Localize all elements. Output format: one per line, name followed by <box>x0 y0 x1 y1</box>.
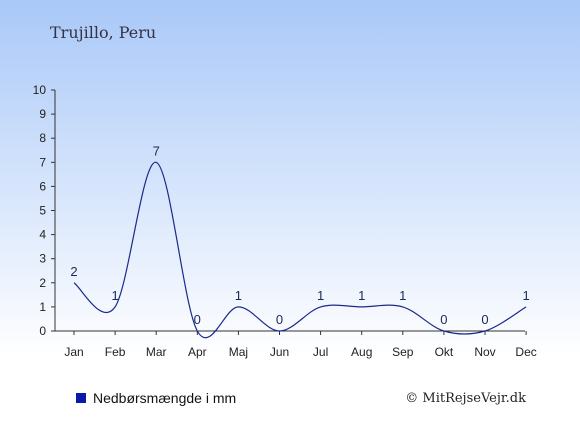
data-label: 1 <box>235 288 242 303</box>
x-tick-label: Jan <box>64 345 83 359</box>
y-tick-label: 2 <box>39 276 46 290</box>
y-axis-ticks: 0 1 2 3 4 5 6 7 8 9 10 <box>33 83 55 338</box>
x-tick-label: Mar <box>146 345 167 359</box>
legend: Nedbørsmængde i mm <box>76 390 236 406</box>
data-label: 1 <box>522 288 529 303</box>
x-tick-label: Okt <box>435 345 454 359</box>
y-tick-label: 1 <box>39 300 46 314</box>
x-tick-label: Jun <box>270 345 289 359</box>
y-tick-label: 3 <box>39 252 46 266</box>
y-tick-label: 0 <box>39 324 46 338</box>
y-tick-label: 7 <box>39 155 46 169</box>
x-tick-label: Jul <box>313 345 328 359</box>
x-tick-label: Sep <box>392 345 414 359</box>
data-label: 0 <box>276 312 283 327</box>
data-label: 1 <box>317 288 324 303</box>
data-label: 0 <box>194 312 201 327</box>
data-label: 1 <box>358 288 365 303</box>
data-label: 0 <box>481 312 488 327</box>
data-label: 0 <box>440 312 447 327</box>
precipitation-line <box>73 161 527 339</box>
x-tick-label: Aug <box>351 345 372 359</box>
legend-swatch <box>76 393 86 403</box>
data-label: 7 <box>153 143 160 158</box>
x-tick-label: Feb <box>105 345 126 359</box>
x-axis-ticks: Jan Feb Mar Apr Maj Jun Jul Aug Sep Okt Nov Dec <box>64 331 537 359</box>
credit-text: © MitRejseVejr.dk <box>405 391 526 406</box>
x-tick-label: Dec <box>515 345 536 359</box>
y-tick-label: 9 <box>39 107 46 121</box>
x-tick-label: Maj <box>229 345 248 359</box>
data-label: 1 <box>111 288 118 303</box>
y-tick-label: 5 <box>39 204 46 218</box>
legend-label: Nedbørsmængde i mm <box>93 390 236 406</box>
data-label: 1 <box>399 288 406 303</box>
x-tick-label: Nov <box>474 345 495 359</box>
y-tick-label: 10 <box>33 83 47 97</box>
data-labels: 2 1 7 0 1 0 1 1 1 0 0 1 <box>70 143 529 327</box>
chart-title: Trujillo, Peru <box>50 23 156 42</box>
x-tick-label: Apr <box>188 345 207 359</box>
y-tick-label: 4 <box>39 228 46 242</box>
y-tick-label: 6 <box>39 179 46 193</box>
data-label: 2 <box>70 264 77 279</box>
y-tick-label: 8 <box>39 131 46 145</box>
